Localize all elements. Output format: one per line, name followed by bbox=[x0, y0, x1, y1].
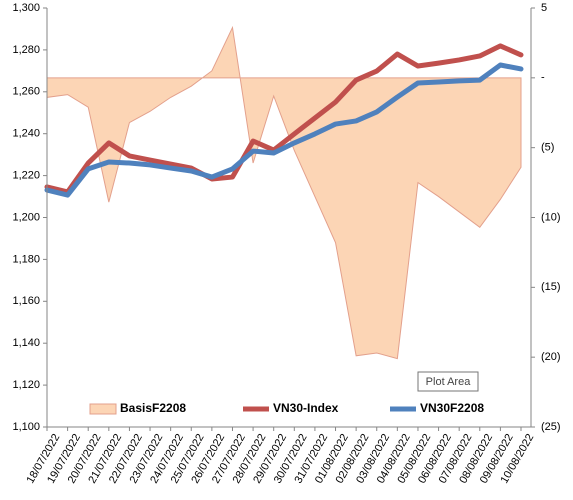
legend-item: VN30-Index bbox=[243, 401, 339, 415]
y2-tick-label: (15) bbox=[541, 281, 561, 293]
tooltip: Plot Area bbox=[426, 376, 472, 388]
y2-tick-label: - bbox=[541, 72, 545, 84]
y-tick-label: 1,300 bbox=[12, 2, 40, 14]
legend-label: BasisF2208 bbox=[120, 401, 186, 415]
y-tick-label: 1,120 bbox=[12, 379, 40, 391]
legend-item: BasisF2208 bbox=[89, 401, 186, 415]
legend-item: VN30F2208 bbox=[390, 401, 484, 415]
y2-tick-label: 5 bbox=[541, 2, 547, 14]
y-tick-label: 1,200 bbox=[12, 211, 40, 223]
y2-tick-label: (5) bbox=[541, 142, 554, 154]
y-tick-label: 1,240 bbox=[12, 128, 40, 140]
line bbox=[44, 43, 524, 195]
area bbox=[46, 25, 522, 360]
legend-label: VN30-Index bbox=[273, 401, 339, 415]
y-tick-label: 1,100 bbox=[12, 421, 40, 433]
y-tick-label: 1,140 bbox=[12, 337, 40, 349]
y-tick-label: 1,180 bbox=[12, 253, 40, 265]
y-tick-label: 1,280 bbox=[12, 44, 40, 56]
tooltip-box bbox=[417, 371, 479, 392]
y2-tick-label: (20) bbox=[541, 351, 561, 363]
legend-label: VN30F2208 bbox=[420, 401, 484, 415]
legend-swatch bbox=[89, 403, 117, 415]
y-tick-label: 1,160 bbox=[12, 295, 40, 307]
line bbox=[44, 62, 524, 198]
y-tick-label: 1,220 bbox=[12, 170, 40, 182]
y2-tick-label: (10) bbox=[541, 211, 561, 223]
y-tick-label: 1,260 bbox=[12, 86, 40, 98]
y2-tick-label: (25) bbox=[541, 421, 561, 433]
